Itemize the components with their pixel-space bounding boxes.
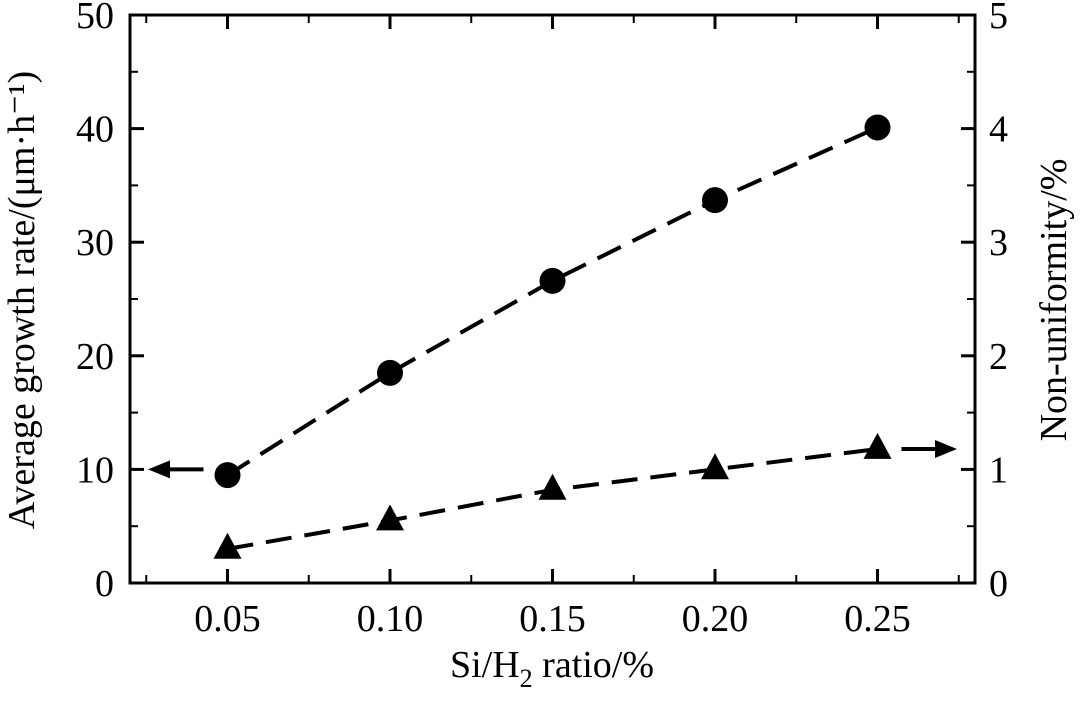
tick-labels: 0.05 0.10 0.15 0.20 0.25 0 10 20 30 40 50 0 1 2 3 4 5 [76, 0, 1008, 640]
data-point-circle [214, 462, 241, 489]
data-point-triangle [863, 432, 892, 459]
x-tick-label: 0.15 [519, 598, 586, 640]
data-point-triangle [538, 473, 567, 500]
tick-marks [130, 13, 975, 585]
annotation-layer [148, 439, 957, 479]
data-point-circle [539, 267, 566, 294]
data-point-triangle [701, 453, 729, 480]
left-axis-arrow-head [148, 460, 170, 479]
y-left-tick-label: 50 [76, 0, 114, 37]
series-layer [213, 114, 892, 559]
y-left-axis-title: Average growth rate/(μm·h⁻¹) [1, 71, 43, 529]
x-tick-label: 0.25 [844, 598, 911, 640]
y-left-tick-label: 0 [95, 563, 114, 605]
x-axis-title: Si/H2 ratio/% [450, 644, 654, 693]
x-tick-label: 0.10 [357, 598, 424, 640]
data-point-triangle [213, 532, 242, 559]
y-right-tick-label: 5 [989, 0, 1008, 37]
y-left-tick-label: 10 [76, 449, 114, 491]
series-line-circle [226, 125, 879, 477]
y-right-tick-label: 1 [989, 449, 1008, 491]
data-point-circle [864, 114, 891, 141]
y-right-axis-title: Non-uniformity/% [1033, 159, 1075, 442]
x-tick-label: 0.05 [194, 598, 261, 640]
y-left-tick-label: 40 [76, 109, 114, 151]
data-point-triangle [376, 504, 404, 531]
y-right-tick-label: 3 [989, 222, 1008, 264]
y-right-tick-label: 0 [989, 563, 1008, 605]
y-right-tick-label: 2 [989, 336, 1008, 378]
y-right-tick-label: 4 [989, 109, 1008, 151]
y-left-tick-label: 30 [76, 222, 114, 264]
data-point-circle [377, 359, 403, 386]
data-point-circle [702, 187, 728, 214]
y-left-tick-label: 20 [76, 336, 114, 378]
x-tick-label: 0.20 [682, 598, 749, 640]
right-axis-arrow-head [935, 439, 957, 458]
